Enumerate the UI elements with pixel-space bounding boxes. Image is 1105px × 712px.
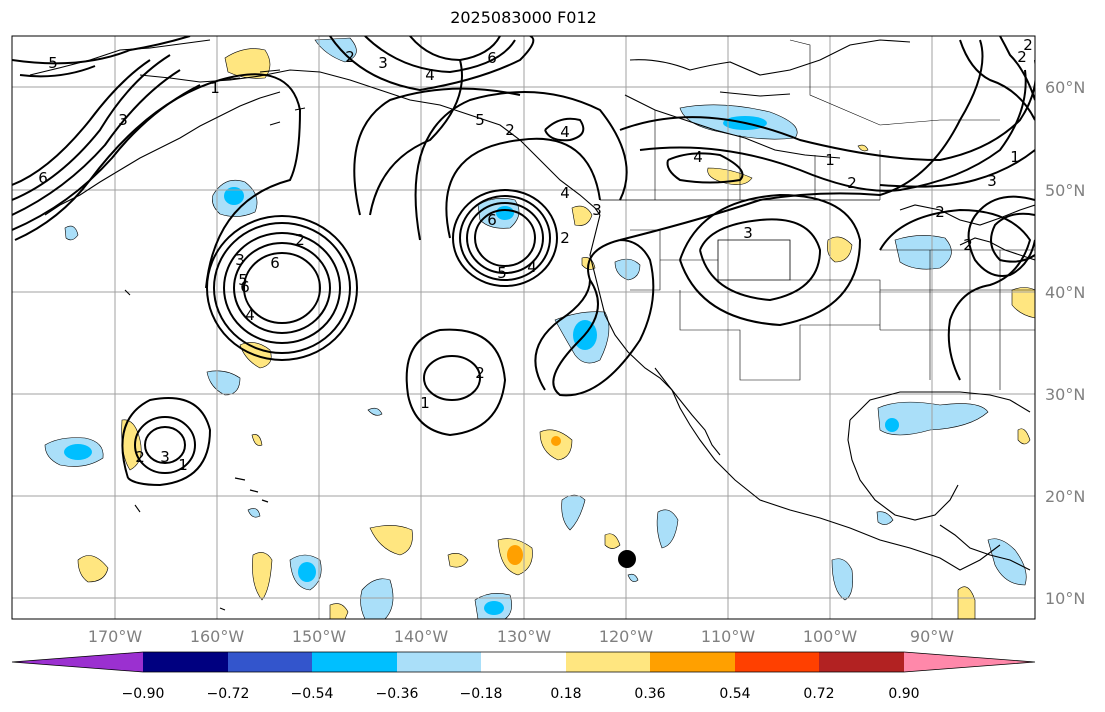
contour-label: 6 (487, 49, 497, 67)
colorbar-segment (312, 652, 397, 672)
colorbar-segment (819, 652, 904, 672)
colorbar-segment (143, 652, 228, 672)
colorbar-segment (228, 652, 312, 672)
contour-labels: 5 6 2 3 4 1 3 2 6 3 6 4 5 2 4 1 2 3 3 4 … (38, 36, 1033, 474)
lat-tick: 10°N (1045, 589, 1085, 608)
lat-tick: 40°N (1045, 283, 1085, 302)
station-dot (618, 550, 636, 568)
lon-tick: 90°W (910, 627, 954, 646)
colorbar-tick: −0.72 (207, 686, 250, 702)
contour-label: 4 (693, 148, 703, 166)
contour-label: 5 (475, 111, 485, 129)
contour-label: 6 (240, 278, 250, 296)
contour-label: 3 (743, 224, 753, 242)
contour-label: 2 (345, 48, 355, 66)
colorbar: −0.90 −0.72 −0.54 −0.36 −0.18 0.18 0.36 … (11, 651, 1036, 702)
contour-label: 1 (1010, 148, 1020, 166)
lat-tick: 20°N (1045, 487, 1085, 506)
contour-label: 4 (560, 184, 570, 202)
contour-label: 2 (475, 364, 485, 382)
colorbar-segment (650, 652, 735, 672)
colorbar-segment (481, 652, 566, 672)
colorbar-tick: −0.36 (376, 686, 419, 702)
contour-label: 2 (505, 121, 515, 139)
contour-label: 3 (160, 448, 170, 466)
lon-tick: 140°W (394, 627, 449, 646)
contour-label: 6 (487, 211, 497, 229)
colorbar-segment (397, 652, 481, 672)
contour-label: 3 (118, 111, 128, 129)
contour-label: 2 (935, 203, 945, 221)
colorbar-segment (904, 652, 1035, 672)
contour-label: 5 (238, 271, 248, 289)
contour-label: 4 (560, 123, 570, 141)
colorbar-tick: −0.18 (460, 686, 503, 702)
contour-label: 5 (497, 264, 507, 282)
lon-tick-labels: 170°W 160°W 150°W 140°W 130°W 120°W 110°… (88, 627, 954, 646)
lon-tick: 170°W (88, 627, 143, 646)
contour-label: 4 (245, 306, 255, 324)
contour-label: 1 (210, 79, 220, 97)
lon-tick: 160°W (190, 627, 245, 646)
colorbar-outline (11, 651, 1036, 673)
contour-label: 2 (1017, 48, 1027, 66)
contour-label: 6 (38, 169, 48, 187)
contour-label: 1 (825, 151, 835, 169)
contour-lines (12, 36, 1035, 487)
lat-tick: 60°N (1045, 78, 1085, 97)
contour-label: 3 (235, 251, 245, 269)
contour-label: 4 (527, 258, 537, 276)
contour-label: 3 (592, 201, 602, 219)
contour-label: 6 (270, 254, 280, 272)
colorbar-tick: −0.54 (291, 686, 334, 702)
colorbar-segment (12, 652, 143, 672)
map-title: 2025083000 F012 (450, 8, 597, 27)
colorbar-tick: −0.90 (122, 686, 165, 702)
lon-tick: 100°W (803, 627, 858, 646)
colorbar-tick-labels: −0.90 −0.72 −0.54 −0.36 −0.18 0.18 0.36 … (122, 686, 920, 702)
lat-tick: 50°N (1045, 181, 1085, 200)
colorbar-segment (566, 652, 650, 672)
contour-label: 5 (48, 54, 58, 72)
lat-tick-labels: 60°N 50°N 40°N 30°N 20°N 10°N (1045, 78, 1085, 608)
colorbar-segment (735, 652, 819, 672)
contour-label: 4 (425, 66, 435, 84)
lon-tick: 120°W (599, 627, 654, 646)
colorbar-tick: 0.72 (803, 686, 834, 702)
contour-label: 2 (847, 174, 857, 192)
coastlines (29, 39, 1035, 611)
lat-tick: 30°N (1045, 385, 1085, 404)
contour-label: 1 (420, 394, 430, 412)
contour-label: 2 (135, 448, 145, 466)
contour-label: 3 (378, 54, 388, 72)
contour-label: 3 (987, 172, 997, 190)
lon-tick: 150°W (292, 627, 347, 646)
colorbar-tick: 0.54 (719, 686, 750, 702)
colorbar-tick: 0.18 (550, 686, 581, 702)
colorbar-tick: 0.90 (888, 686, 919, 702)
lon-tick: 110°W (701, 627, 756, 646)
contour-label: 1 (178, 456, 188, 474)
contour-label: 2 (560, 229, 570, 247)
contour-label: 2 (1023, 36, 1033, 54)
contour-label: 2 (963, 236, 973, 254)
map-frame (11, 35, 1036, 620)
colorbar-tick: 0.36 (634, 686, 665, 702)
lon-tick: 130°W (497, 627, 552, 646)
contour-label: 2 (295, 231, 305, 249)
